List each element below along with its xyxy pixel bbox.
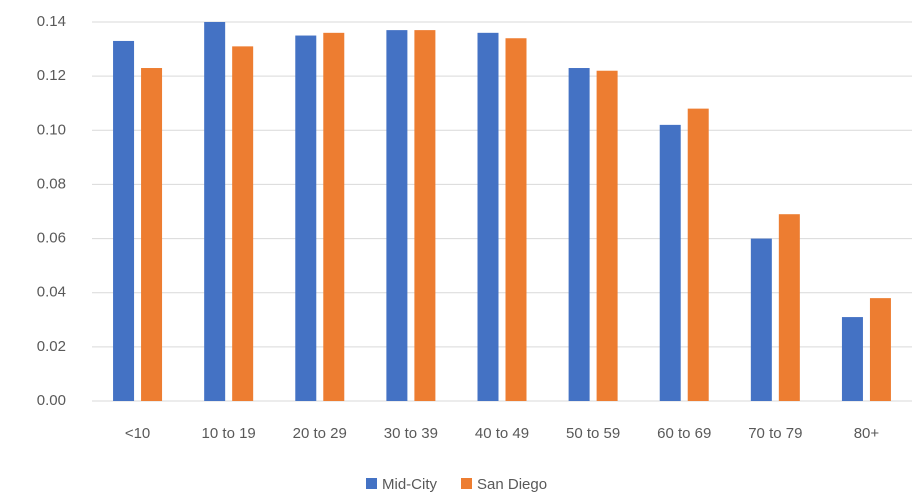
y-tick-label: 0.02: [37, 338, 66, 355]
y-tick-label: 0.04: [37, 284, 66, 301]
legend-swatch: [461, 478, 472, 489]
bar: [141, 68, 163, 402]
bar: [295, 35, 317, 402]
bar: [596, 70, 618, 401]
bar: [477, 32, 499, 401]
y-tick-label: 0.08: [37, 175, 66, 192]
x-tick-label: 70 to 79: [748, 425, 802, 442]
x-tick-label: 30 to 39: [384, 425, 438, 442]
legend-label: Mid-City: [382, 476, 437, 493]
y-tick-label: 0.10: [37, 121, 66, 138]
bar: [869, 298, 891, 401]
bar: [323, 32, 345, 401]
y-tick-label: 0.06: [37, 230, 66, 247]
x-tick-label: 40 to 49: [475, 425, 529, 442]
legend-swatch: [366, 478, 377, 489]
bar: [113, 40, 135, 401]
bar: [232, 46, 254, 401]
bar: [204, 22, 226, 401]
bar: [414, 30, 436, 401]
bar: [568, 68, 590, 402]
x-tick-label: 80+: [854, 425, 880, 442]
bar: [750, 238, 772, 401]
x-tick-label: 50 to 59: [566, 425, 620, 442]
legend-label: San Diego: [477, 476, 547, 493]
x-tick-label: 10 to 19: [202, 425, 256, 442]
y-tick-label: 0.12: [37, 67, 66, 84]
bar: [778, 214, 800, 401]
bar: [841, 317, 863, 401]
y-tick-label: 0.14: [37, 13, 66, 30]
x-tick-label: 60 to 69: [657, 425, 711, 442]
bar: [659, 124, 681, 401]
x-tick-label: <10: [125, 425, 150, 442]
bar: [687, 108, 709, 401]
bar: [505, 38, 527, 401]
bar: [386, 30, 408, 401]
x-tick-label: 20 to 29: [293, 425, 347, 442]
y-tick-label: 0.00: [37, 392, 66, 409]
